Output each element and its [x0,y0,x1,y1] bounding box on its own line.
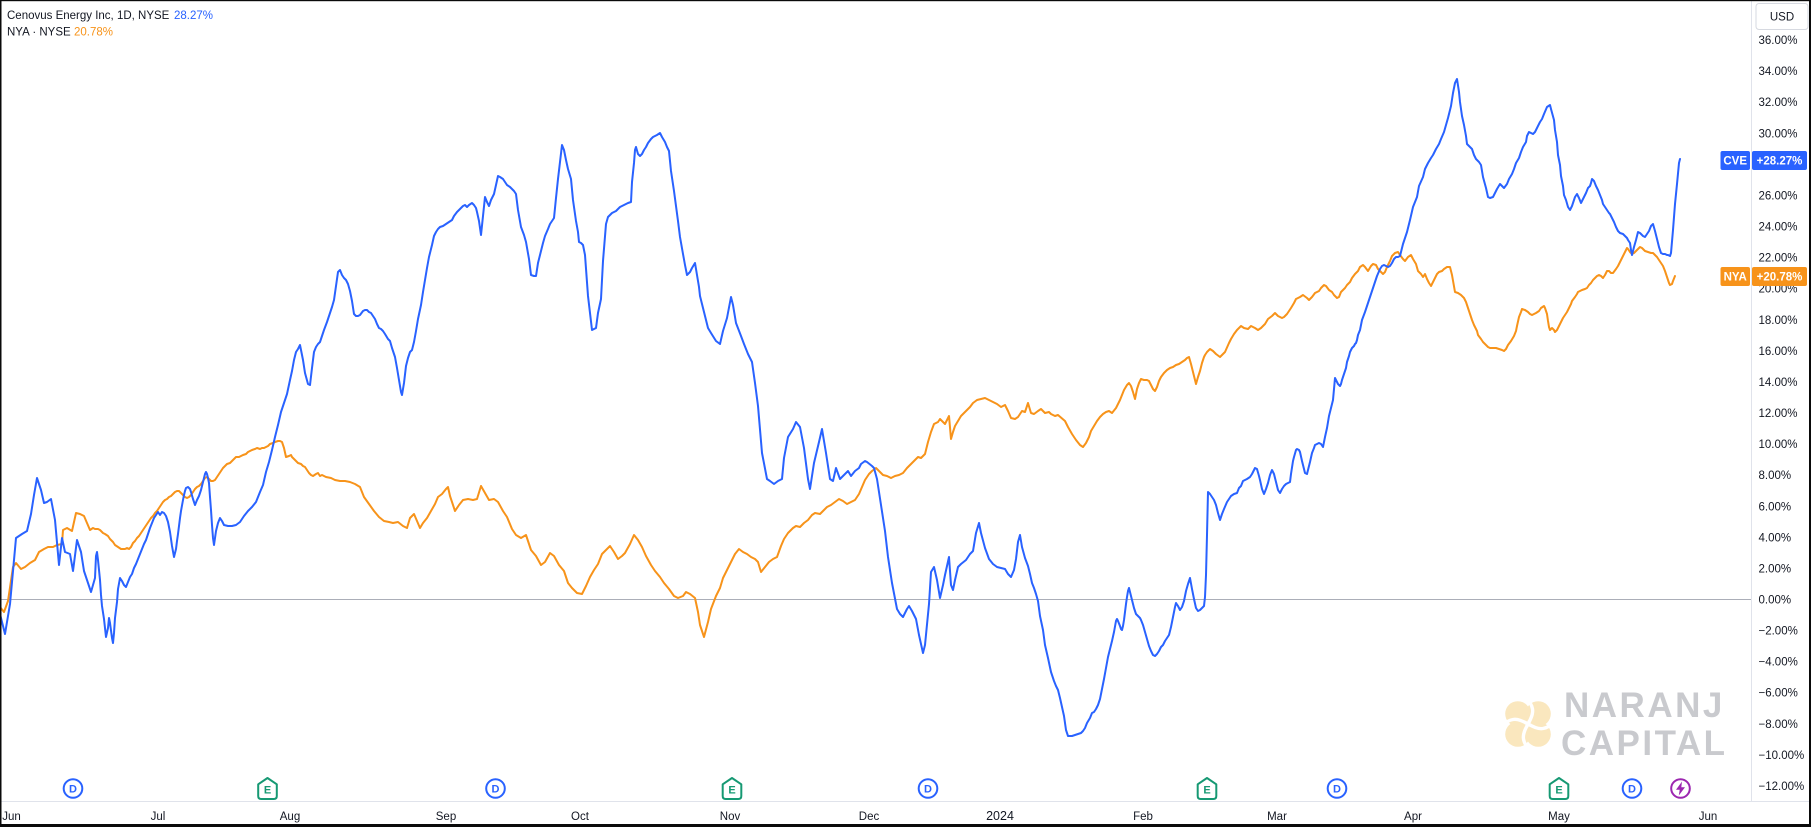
svg-text:Jun: Jun [1699,811,1718,823]
svg-text:Apr: Apr [1404,811,1422,823]
svg-text:16.00%: 16.00% [1759,346,1798,358]
svg-text:−10.00%: −10.00% [1759,750,1805,762]
svg-text:Feb: Feb [1133,811,1153,823]
svg-text:+28.27%: +28.27% [1757,156,1803,168]
svg-text:28.27%: 28.27% [174,10,213,22]
svg-text:Oct: Oct [571,811,590,823]
svg-text:2024: 2024 [986,809,1014,823]
svg-text:May: May [1548,811,1570,823]
svg-text:NARANJ: NARANJ [1564,686,1725,725]
svg-text:−12.00%: −12.00% [1759,781,1805,793]
svg-text:D: D [69,784,77,796]
svg-text:2.00%: 2.00% [1759,563,1792,575]
svg-text:Mar: Mar [1267,811,1287,823]
svg-text:32.00%: 32.00% [1759,97,1798,109]
svg-text:Jul: Jul [151,811,166,823]
svg-text:8.00%: 8.00% [1759,470,1792,482]
svg-text:20.00%: 20.00% [1759,284,1798,296]
svg-text:NYA: NYA [1724,272,1747,284]
svg-text:−4.00%: −4.00% [1759,657,1798,669]
svg-text:34.00%: 34.00% [1759,66,1798,78]
svg-text:Sep: Sep [436,811,456,823]
svg-text:Aug: Aug [280,811,300,823]
svg-text:10.00%: 10.00% [1759,439,1798,451]
svg-text:USD: USD [1770,12,1794,24]
svg-text:Dec: Dec [859,811,880,823]
svg-text:14.00%: 14.00% [1759,377,1798,389]
svg-text:Nov: Nov [720,811,741,823]
svg-text:+20.78%: +20.78% [1757,272,1803,284]
svg-text:CAPITAL: CAPITAL [1561,724,1728,763]
svg-text:−6.00%: −6.00% [1759,688,1798,700]
svg-text:30.00%: 30.00% [1759,128,1798,140]
svg-text:E: E [1555,785,1562,797]
svg-text:Jun: Jun [2,811,21,823]
svg-text:D: D [1628,784,1636,796]
svg-text:4.00%: 4.00% [1759,532,1792,544]
svg-text:NYA · NYSE: NYA · NYSE [7,27,71,39]
svg-text:−2.00%: −2.00% [1759,626,1798,638]
svg-text:CVE: CVE [1723,156,1747,168]
svg-text:12.00%: 12.00% [1759,408,1798,420]
svg-text:20.78%: 20.78% [74,27,113,39]
svg-text:36.00%: 36.00% [1759,35,1798,47]
svg-text:E: E [728,785,735,797]
svg-text:E: E [264,785,271,797]
svg-text:0.00%: 0.00% [1759,595,1792,607]
svg-text:6.00%: 6.00% [1759,501,1792,513]
svg-text:E: E [1203,785,1210,797]
svg-text:−8.00%: −8.00% [1759,719,1798,731]
svg-text:D: D [1333,784,1341,796]
svg-text:Cenovus Energy Inc, 1D, NYSE: Cenovus Energy Inc, 1D, NYSE [7,10,170,22]
svg-text:26.00%: 26.00% [1759,191,1798,203]
svg-text:D: D [924,784,932,796]
svg-text:24.00%: 24.00% [1759,222,1798,234]
svg-text:22.00%: 22.00% [1759,253,1798,265]
svg-text:D: D [492,784,500,796]
svg-text:18.00%: 18.00% [1759,315,1798,327]
